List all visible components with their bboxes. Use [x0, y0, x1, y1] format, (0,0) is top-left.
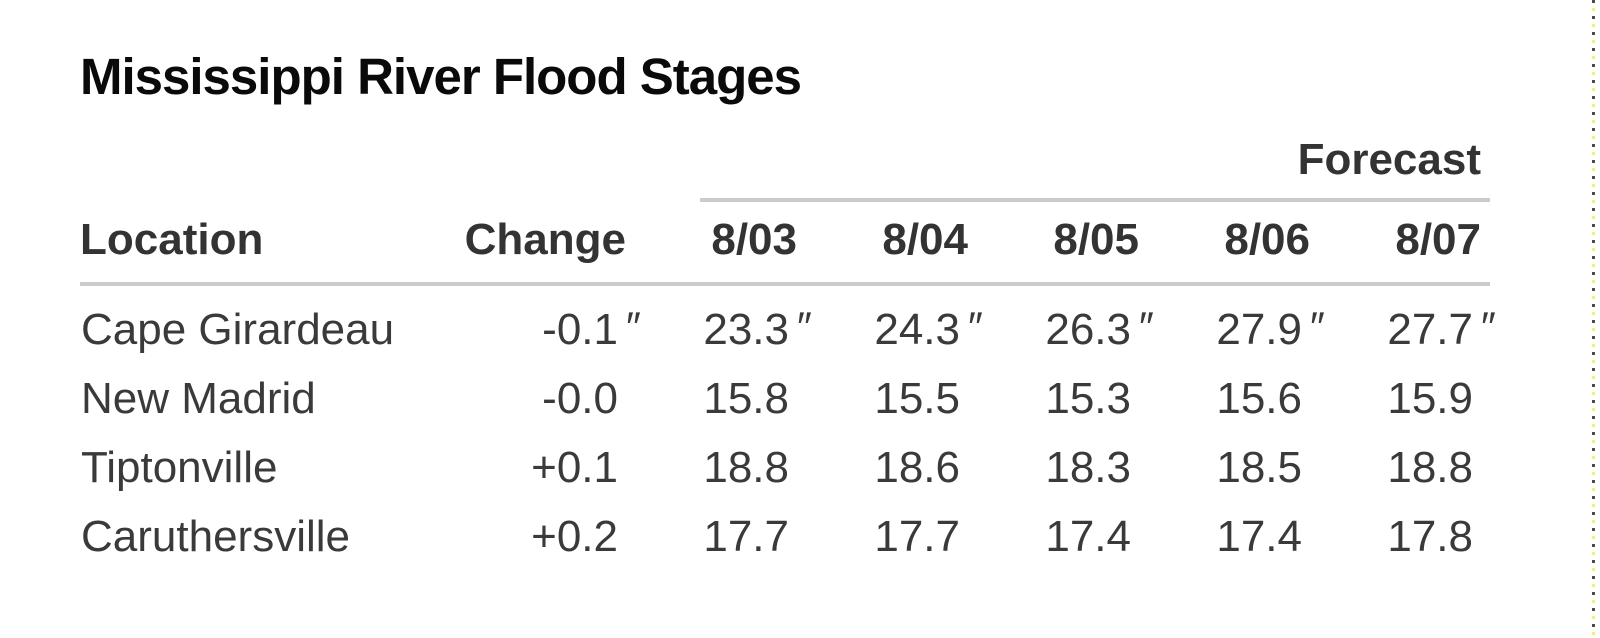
stage-cell: 17.8 [1319, 493, 1490, 562]
stage-value: 17.7 [703, 512, 789, 561]
stage-value: 18.8 [1387, 443, 1473, 492]
table-row-caruthersville: Caruthersville +0.2 17.7 17.7 17.4 17.4 … [80, 493, 1490, 562]
stage-cell: 15.8 [635, 355, 806, 424]
stage-value: 18.6 [874, 443, 960, 492]
stage-cell: 18.8 [635, 424, 806, 493]
stage-value: 18.8 [703, 443, 789, 492]
stage-value: 24.3 [874, 305, 960, 354]
column-header-date-1: 8/03 [635, 202, 806, 286]
stage-cell: 17.7 [806, 493, 977, 562]
stage-cell: 18.8 [1319, 424, 1490, 493]
inch-mark: ″ [626, 303, 641, 350]
inch-mark: ″ [968, 303, 983, 350]
header-row: Location Change 8/03 8/04 8/05 8/06 8/07 [80, 202, 1490, 286]
change-value: +0.1 [531, 443, 618, 492]
stage-cell: 17.7 [635, 493, 806, 562]
stage-cell: 26.3 ″ [977, 284, 1154, 355]
column-header-change: Change [455, 202, 635, 286]
stage-cell: 15.5 [806, 355, 977, 424]
change-cell: -0.0 [455, 355, 635, 424]
column-header-date-2: 8/04 [806, 202, 977, 286]
stage-cell: 17.4 [1148, 493, 1319, 562]
stage-cell: 24.3 ″ [806, 284, 983, 355]
table-row-new-madrid: New Madrid -0.0 15.8 15.5 15.3 15.6 15.9 [80, 355, 1490, 424]
change-cell: +0.1 [455, 424, 635, 493]
inch-mark: ″ [1481, 303, 1496, 350]
stage-value: 27.7 [1387, 305, 1473, 354]
location-cell: Cape Girardeau [81, 305, 395, 354]
stage-cell: 23.3 ″ [635, 284, 812, 355]
inch-mark: ″ [797, 303, 812, 350]
inch-mark: ″ [1139, 303, 1154, 350]
change-cell: +0.2 [455, 493, 635, 562]
stage-cell: 27.7 ″ [1319, 284, 1496, 355]
inch-mark: ″ [1310, 303, 1325, 350]
stage-cell: 18.5 [1148, 424, 1319, 493]
stage-cell: 15.3 [977, 355, 1148, 424]
stage-value: 27.9 [1216, 305, 1302, 354]
stage-value: 23.3 [703, 305, 789, 354]
page-title: Mississippi River Flood Stages [80, 48, 802, 105]
stage-value: 15.8 [703, 374, 789, 423]
flood-stages-table: Forecast Location Change 8/03 8/04 8/05 … [80, 130, 1496, 562]
stage-cell: 27.9 ″ [1148, 284, 1325, 355]
table-row-tiptonville: Tiptonville +0.1 18.8 18.6 18.3 18.5 18.… [80, 424, 1490, 493]
column-header-location: Location [80, 202, 455, 286]
location-cell: New Madrid [81, 374, 316, 423]
stage-value: 17.4 [1216, 512, 1302, 561]
column-header-date-5: 8/07 [1319, 202, 1490, 286]
location-cell: Caruthersville [81, 512, 350, 561]
stage-value: 15.9 [1387, 374, 1473, 423]
change-cell: -0.1 ″ [455, 284, 641, 355]
stage-value: 15.5 [874, 374, 960, 423]
change-value: +0.2 [531, 512, 618, 561]
stage-cell: 18.3 [977, 424, 1148, 493]
column-header-date-3: 8/05 [977, 202, 1148, 286]
location-cell: Tiptonville [81, 443, 278, 492]
table-row-cape-girardeau: Cape Girardeau -0.1 ″ 23.3 ″ 24.3 ″ 26.3 ″ 2… [80, 284, 1496, 355]
flood-table: Location Change 8/03 8/04 8/05 8/06 8/07… [80, 202, 1496, 562]
stage-value: 17.8 [1387, 512, 1473, 561]
change-value: -0.1 [542, 305, 618, 354]
stage-cell: 18.6 [806, 424, 977, 493]
forecast-group-header: Forecast [1297, 135, 1481, 184]
stage-cell: 15.9 [1319, 355, 1490, 424]
stage-cell: 15.6 [1148, 355, 1319, 424]
stage-value: 17.7 [874, 512, 960, 561]
stage-value: 18.5 [1216, 443, 1302, 492]
change-value: -0.0 [542, 374, 618, 423]
forecast-group-divider [700, 198, 1490, 202]
stage-value: 26.3 [1045, 305, 1131, 354]
stage-cell: 17.4 [977, 493, 1148, 562]
stage-value: 18.3 [1045, 443, 1131, 492]
stage-value: 15.3 [1045, 374, 1131, 423]
column-header-date-4: 8/06 [1148, 202, 1319, 286]
stage-value: 15.6 [1216, 374, 1302, 423]
selection-marquee-right-edge [1592, 0, 1595, 638]
stage-value: 17.4 [1045, 512, 1131, 561]
